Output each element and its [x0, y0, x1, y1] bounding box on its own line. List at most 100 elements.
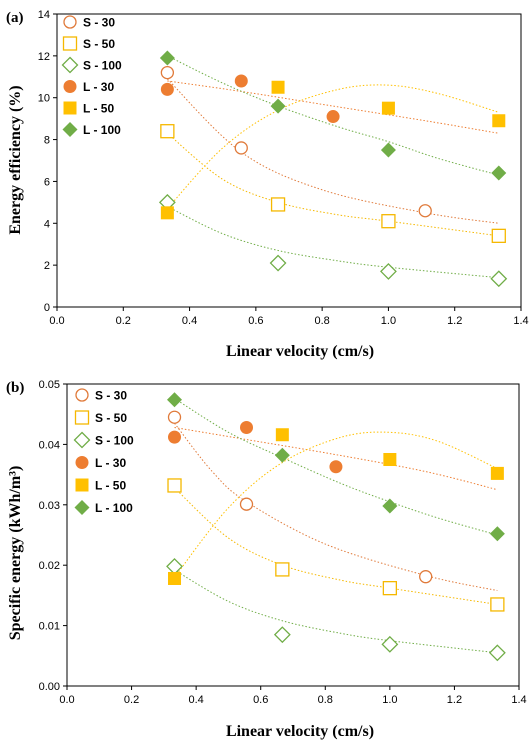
data-point-l-30: [234, 74, 248, 88]
data-point-s-50: [275, 562, 290, 577]
x-tick-label: 0.6: [253, 694, 268, 706]
x-tick-label: 0.2: [116, 315, 131, 327]
data-point-l-100: [167, 392, 183, 408]
data-point-s-30: [419, 570, 433, 584]
data-point-s-100: [490, 270, 508, 288]
y-tick-label: 6: [44, 176, 50, 188]
x-tick-label: 1.2: [447, 694, 462, 706]
data-point-s-30: [234, 141, 248, 155]
data-point-l-30: [168, 430, 182, 444]
data-point-l-100: [491, 165, 507, 181]
legend-marker: [73, 431, 91, 449]
trendline-l-50: [174, 431, 498, 578]
data-point-s-30: [167, 410, 182, 424]
x-tick-label: 0.8: [318, 694, 333, 706]
x-tick-label: 0.8: [314, 315, 329, 327]
data-point-s-30: [239, 497, 254, 511]
x-tick-label: 1.0: [381, 315, 396, 327]
legend-label: L - 30: [95, 456, 126, 470]
panel-b-ylabel: Specific energy (kWh/m³): [7, 466, 24, 641]
plot-area: [56, 13, 522, 308]
legend: S - 30 S - 50 S - 100 L - 30 L - 50 L - 100: [73, 388, 134, 515]
legend-marker: [75, 478, 89, 492]
data-point-l-100: [159, 50, 175, 66]
data-point-l-100: [382, 498, 398, 514]
y-tick-label: 12: [38, 51, 50, 63]
data-point-s-50: [270, 197, 286, 212]
data-point-s-50: [160, 124, 175, 139]
data-point-l-30: [326, 110, 340, 124]
legend-marker: [63, 80, 77, 93]
legend-label: L - 30: [83, 80, 114, 94]
y-tick-label: 2: [44, 260, 50, 272]
panel-b-label: (b): [6, 380, 24, 396]
x-tick-label: 0.0: [49, 315, 64, 327]
panel-b-xlabel: Linear velocity (cm/s): [226, 723, 374, 740]
plot-area: [66, 383, 520, 687]
legend-marker: [74, 410, 90, 425]
legend: S - 30 S - 50 S - 100 L - 30 L - 50 L - 100: [61, 15, 122, 137]
data-point-s-50: [491, 228, 506, 243]
data-point-l-50: [168, 571, 182, 585]
data-point-l-50: [383, 453, 397, 466]
legend-label: L - 100: [95, 501, 133, 515]
data-point-l-50: [275, 428, 289, 442]
data-point-l-50: [381, 101, 395, 115]
legend-marker: [74, 500, 90, 515]
data-point-l-100: [380, 142, 396, 158]
y-tick-label: 0.02: [39, 560, 60, 572]
data-point-l-30: [240, 420, 254, 434]
x-tick-label: 1.4: [511, 694, 526, 706]
trendline-s-50: [174, 487, 498, 605]
x-tick-label: 1.4: [513, 315, 528, 327]
panel-a: (a) Energy efficiency (%) Linear velocit…: [6, 9, 529, 360]
data-point-s-100: [380, 263, 397, 280]
data-point-s-100: [381, 635, 399, 653]
data-point-s-50: [381, 214, 396, 229]
data-point-l-100: [274, 447, 290, 463]
y-tick-label: 0.05: [39, 379, 60, 391]
y-tick-label: 0.00: [39, 681, 60, 693]
data-point-l-30: [329, 460, 343, 474]
y-tick-label: 0.03: [39, 500, 60, 512]
data-point-l-50: [490, 466, 504, 480]
legend-marker: [63, 101, 77, 115]
legend-marker: [62, 36, 78, 51]
y-tick-label: 4: [44, 218, 50, 230]
data-point-l-50: [492, 114, 506, 128]
data-point-s-50: [382, 581, 398, 596]
data-point-s-100: [273, 626, 291, 644]
legend-marker: [75, 456, 89, 469]
data-point-l-50: [271, 80, 285, 94]
data-point-s-30: [160, 65, 175, 80]
trendline-s-30: [167, 78, 499, 224]
legend-label: L - 100: [83, 123, 121, 137]
trendline-s-100: [174, 569, 498, 654]
data-point-s-100: [269, 254, 287, 272]
legend-label: L - 50: [95, 479, 126, 493]
y-tick-label: 10: [38, 93, 50, 105]
x-tick-label: 1.0: [382, 694, 397, 706]
y-tick-label: 8: [44, 135, 50, 147]
x-tick-label: 0.2: [124, 694, 139, 706]
x-tick-label: 0.4: [182, 315, 197, 327]
legend-label: S - 30: [95, 389, 127, 403]
panel-b: (b) Specific energy (kWh/m³) Linear velo…: [6, 379, 527, 740]
legend-label: S - 100: [95, 434, 134, 448]
data-point-l-100: [489, 526, 505, 542]
legend-marker: [62, 122, 78, 137]
x-tick-label: 0.4: [188, 694, 203, 706]
y-tick-label: 14: [38, 9, 50, 21]
trendline-l-100: [174, 398, 498, 536]
panel-a-label: (a): [6, 10, 24, 26]
legend-label: S - 50: [83, 37, 115, 51]
x-tick-label: 0.6: [248, 315, 263, 327]
legend-marker: [63, 15, 77, 29]
legend-label: S - 30: [83, 16, 115, 30]
legend-label: S - 100: [83, 59, 122, 73]
data-point-s-50: [167, 478, 182, 493]
data-point-l-50: [160, 206, 174, 220]
trendline-s-30: [174, 422, 498, 592]
data-point-l-100: [270, 98, 286, 114]
